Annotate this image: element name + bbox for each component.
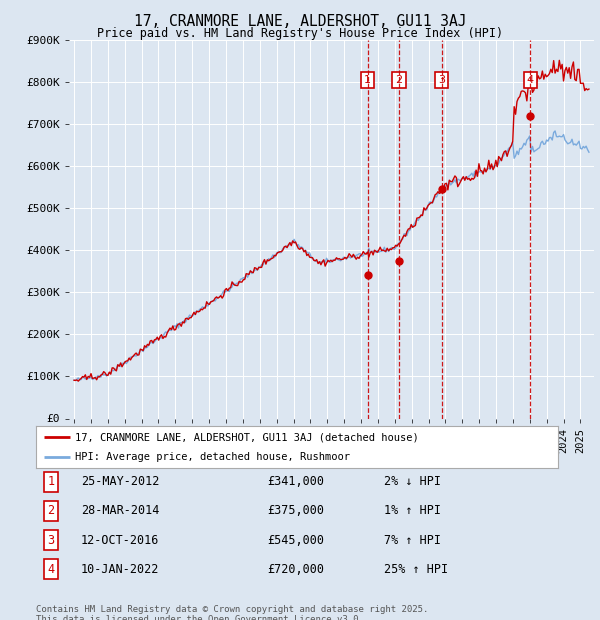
Text: 3: 3 <box>438 75 445 85</box>
Text: Price paid vs. HM Land Registry's House Price Index (HPI): Price paid vs. HM Land Registry's House … <box>97 27 503 40</box>
Text: 4: 4 <box>47 563 55 575</box>
Text: 10-JAN-2022: 10-JAN-2022 <box>81 563 160 575</box>
Text: Contains HM Land Registry data © Crown copyright and database right 2025.
This d: Contains HM Land Registry data © Crown c… <box>36 604 428 620</box>
Text: 1% ↑ HPI: 1% ↑ HPI <box>384 505 441 517</box>
Text: 2% ↓ HPI: 2% ↓ HPI <box>384 476 441 488</box>
Text: 28-MAR-2014: 28-MAR-2014 <box>81 505 160 517</box>
Text: 17, CRANMORE LANE, ALDERSHOT, GU11 3AJ: 17, CRANMORE LANE, ALDERSHOT, GU11 3AJ <box>134 14 466 29</box>
Text: £375,000: £375,000 <box>267 505 324 517</box>
Text: 1: 1 <box>364 75 371 85</box>
Text: 2: 2 <box>47 505 55 517</box>
Text: 1: 1 <box>47 476 55 488</box>
Text: 25-MAY-2012: 25-MAY-2012 <box>81 476 160 488</box>
Text: £341,000: £341,000 <box>267 476 324 488</box>
Text: HPI: Average price, detached house, Rushmoor: HPI: Average price, detached house, Rush… <box>75 452 350 462</box>
Text: 25% ↑ HPI: 25% ↑ HPI <box>384 563 448 575</box>
Text: £545,000: £545,000 <box>267 534 324 546</box>
Text: 2: 2 <box>395 75 403 85</box>
Text: £720,000: £720,000 <box>267 563 324 575</box>
Text: 3: 3 <box>47 534 55 546</box>
Text: 12-OCT-2016: 12-OCT-2016 <box>81 534 160 546</box>
Text: 7% ↑ HPI: 7% ↑ HPI <box>384 534 441 546</box>
Text: 4: 4 <box>527 75 534 85</box>
Text: 17, CRANMORE LANE, ALDERSHOT, GU11 3AJ (detached house): 17, CRANMORE LANE, ALDERSHOT, GU11 3AJ (… <box>75 432 419 442</box>
